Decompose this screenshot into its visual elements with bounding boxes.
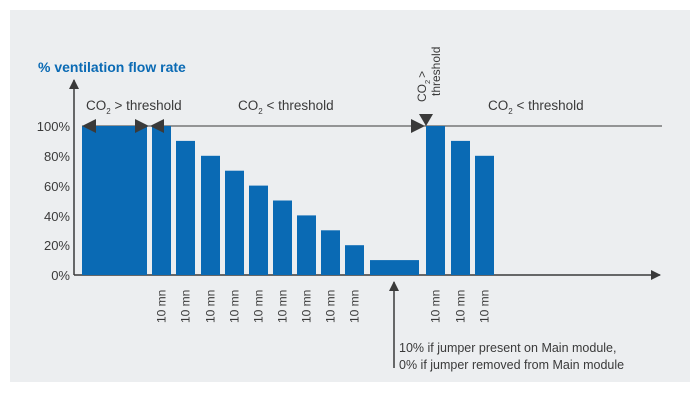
phase-label-1: CO2 > threshold <box>86 98 182 116</box>
y-tick-label: 0% <box>51 268 70 283</box>
phase-arrow-left-end <box>135 119 149 133</box>
x-labels: 10 mn 10 mn 10 mn 10 mn 10 mn 10 mn 10 mn 10 mn… <box>155 290 492 323</box>
y-ticks: 100% 80% 60% 40% 20% 0% <box>37 119 71 283</box>
bar <box>451 140 470 275</box>
x-tick-label: 10 mn <box>252 290 266 323</box>
phase-label-2: CO2 < threshold <box>238 98 334 116</box>
phase-arrow-mid-end <box>411 119 425 133</box>
bar <box>82 126 147 275</box>
bar <box>321 230 340 275</box>
bar <box>201 155 220 275</box>
x-tick-label: 10 mn <box>478 290 492 323</box>
x-tick-label: 10 mn <box>155 290 169 323</box>
x-tick-label: 10 mn <box>324 290 338 323</box>
bar <box>176 140 195 275</box>
phase-arrow-down <box>419 114 433 126</box>
x-tick-label: 10 mn <box>300 290 314 323</box>
phase-arrow-left-start <box>82 119 96 133</box>
x-tick-label: 10 mn <box>454 290 468 323</box>
y-tick-label: 40% <box>44 209 70 224</box>
bar <box>297 215 316 275</box>
x-tick-label: 10 mn <box>228 290 242 323</box>
bar <box>273 200 292 275</box>
bar <box>152 126 171 275</box>
bar <box>370 260 419 275</box>
y-tick-label: 80% <box>44 149 70 164</box>
annotation-line-2: 0% if jumper removed from Main module <box>399 358 624 372</box>
bar <box>249 185 268 275</box>
bar <box>426 126 445 275</box>
y-tick-label: 20% <box>44 238 70 253</box>
bar <box>345 245 364 275</box>
x-tick-label: 10 mn <box>179 290 193 323</box>
y-axis-label: % ventilation flow rate <box>38 59 186 75</box>
y-tick-label: 100% <box>37 119 71 134</box>
x-tick-label: 10 mn <box>204 290 218 323</box>
bars <box>82 126 494 275</box>
phase-label-4: CO2 < threshold <box>488 98 584 116</box>
annotation-line-1: 10% if jumper present on Main module, <box>399 341 616 355</box>
phase-label-3-threshold: threshold <box>429 47 443 96</box>
phase-arrow-mid-start <box>150 119 164 133</box>
bar <box>475 155 494 275</box>
bar <box>225 170 244 275</box>
x-tick-label: 10 mn <box>429 290 443 323</box>
x-tick-label: 10 mn <box>348 290 362 323</box>
x-tick-label: 10 mn <box>276 290 290 323</box>
phase-label-3: CO2> <box>415 71 432 102</box>
y-tick-label: 60% <box>44 179 70 194</box>
